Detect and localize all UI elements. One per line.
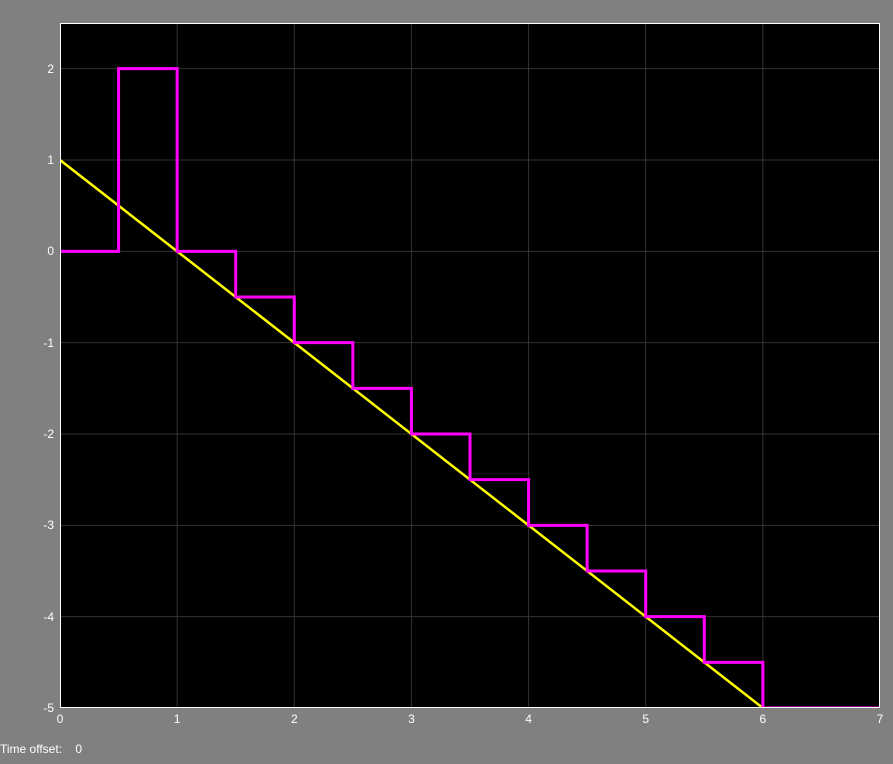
x-tick-label: 2 (291, 712, 298, 726)
scope-figure: -5 -4 -3 -2 -1 0 1 2 0 1 2 3 4 5 6 7 Time offset: 0 (0, 0, 893, 764)
x-tick-label: 0 (57, 712, 64, 726)
y-tick-label: -3 (43, 518, 54, 532)
time-offset-value: 0 (75, 742, 82, 756)
y-tick-label: 0 (47, 244, 54, 258)
y-tick-label: -4 (43, 610, 54, 624)
x-tick-label: 7 (877, 712, 884, 726)
plot-area (60, 23, 880, 708)
y-tick-label: 1 (47, 153, 54, 167)
x-tick-label: 3 (408, 712, 415, 726)
x-tick-label: 4 (525, 712, 532, 726)
y-tick-label: -1 (43, 336, 54, 350)
x-tick-label: 6 (760, 712, 767, 726)
time-offset-caption: Time offset: (0, 742, 62, 756)
x-tick-label: 1 (174, 712, 181, 726)
time-offset-label: Time offset: 0 (0, 742, 82, 756)
y-tick-label: -5 (43, 701, 54, 715)
y-tick-label: -2 (43, 427, 54, 441)
x-tick-label: 5 (642, 712, 649, 726)
y-tick-label: 2 (47, 62, 54, 76)
